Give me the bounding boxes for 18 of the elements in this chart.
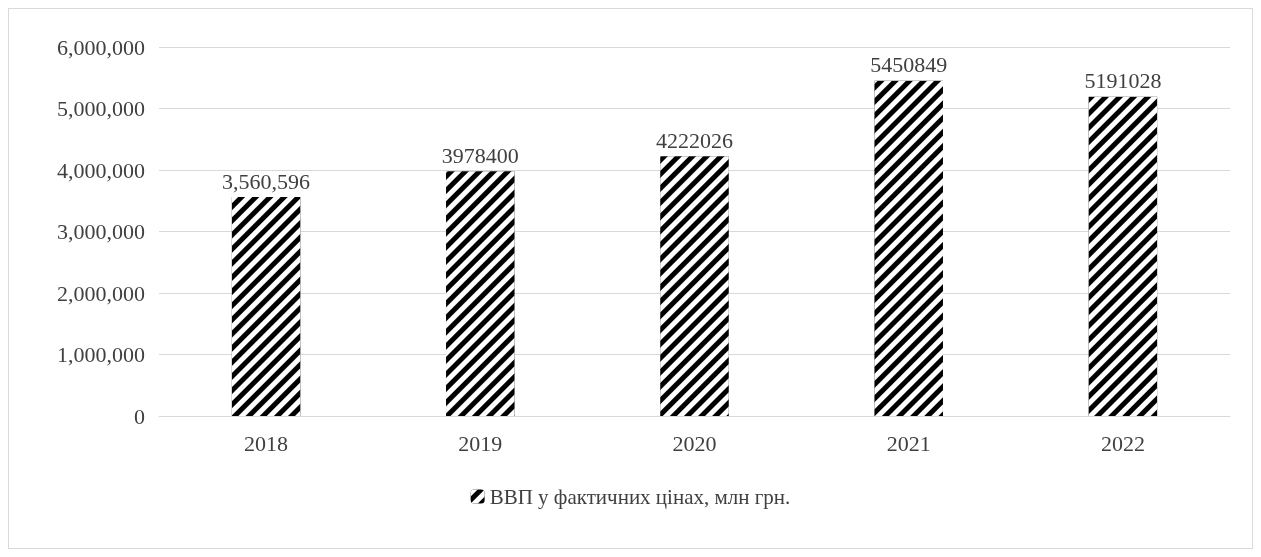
y-tick-label: 3,000,000 (57, 219, 145, 244)
x-tick-label: 2022 (1100, 430, 1145, 456)
x-tick-label: 2020 (672, 430, 717, 456)
data-label: 5450849 (870, 52, 948, 78)
data-label: 4222026 (656, 127, 733, 153)
legend-label: ВВП у фактичних цінах, млн грн. (489, 484, 791, 509)
x-tick-label: 2021 (886, 430, 931, 456)
y-tick-label: 6,000,000 (57, 34, 145, 60)
y-tick-label: 2,000,000 (57, 280, 145, 306)
y-tick-label: 5,000,000 (57, 96, 145, 121)
y-tick-label: 4,000,000 (57, 157, 145, 183)
data-label: 3978400 (441, 142, 519, 168)
y-tick-label: 0 (134, 403, 145, 429)
data-label: 3,560,596 (222, 168, 311, 194)
x-tick-label: 2019 (458, 430, 503, 456)
y-tick-label: 1,000,000 (57, 342, 145, 367)
data-label: 5191028 (1084, 68, 1162, 94)
x-tick-label: 2018 (244, 430, 289, 456)
